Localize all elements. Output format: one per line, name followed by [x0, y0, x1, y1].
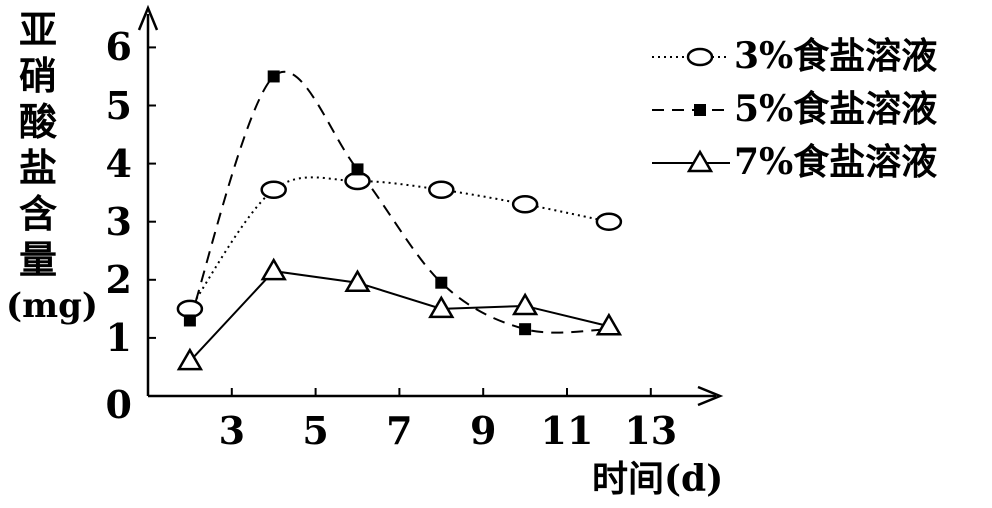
x-tick-label: 11: [540, 408, 594, 453]
y-tick-label: 1: [105, 314, 132, 360]
series-3-point: [595, 312, 623, 336]
series-2-point: [519, 323, 532, 336]
y-tick-label: 2: [105, 256, 132, 302]
axes: [137, 4, 724, 407]
series-line-3: [189, 270, 610, 362]
y-axis-label-char: 硝: [18, 53, 57, 98]
y-tick-label: 6: [105, 24, 132, 70]
series-lines: [188, 70, 610, 362]
series-1-point: [176, 299, 204, 319]
series-3-point: [428, 295, 455, 319]
series-2-point: [183, 314, 196, 327]
x-axis-label: 时间(d): [592, 458, 724, 500]
series-3-point: [344, 269, 371, 292]
legend-label-3: 7%食盐溶液: [734, 141, 938, 183]
series-1-point: [511, 195, 539, 214]
series-line-1: [189, 176, 610, 310]
y-axis-label-char: 量: [18, 237, 57, 282]
legend-marker-1: [686, 47, 714, 67]
x-tick-label: 5: [302, 408, 329, 453]
series-2-point: [435, 276, 448, 289]
series-3-point: [260, 257, 287, 281]
legend-label-2: 5%食盐溶液: [734, 88, 938, 130]
legend: [652, 47, 730, 173]
x-tick-label: 13: [624, 408, 678, 453]
x-tick-label: 9: [469, 408, 497, 453]
series-1-point: [595, 212, 623, 231]
series-2-point: [351, 163, 364, 176]
x-axis-arrow: [697, 385, 724, 407]
legend-marker-3: [686, 149, 714, 173]
legend-label-1: 3%食盐溶液: [734, 35, 938, 77]
y-tick-label: 3: [105, 198, 132, 244]
series-1-point: [428, 180, 455, 199]
series-2-point: [267, 70, 280, 83]
series-markers: [176, 70, 623, 371]
series-3-point: [511, 292, 539, 316]
x-tick-label: 7: [386, 408, 413, 453]
series-1-point: [344, 171, 371, 191]
y-tick-label: 5: [105, 82, 132, 128]
series-1-point: [260, 180, 287, 199]
y-axis-arrow: [137, 4, 159, 31]
y-axis-unit: (mg): [6, 286, 98, 326]
y-axis-label-char: 酸: [18, 99, 57, 144]
series-3-point: [176, 347, 204, 371]
x-tick-label: 3: [218, 408, 246, 453]
y-tick-label: 4: [105, 140, 132, 186]
legend-marker-2: [694, 104, 706, 116]
y-tick-label: 0: [105, 382, 132, 427]
y-axis-label-char: 盐: [18, 145, 57, 190]
y-axis-label-char: 亚: [18, 7, 57, 52]
y-axis-label-char: 含: [18, 191, 57, 236]
